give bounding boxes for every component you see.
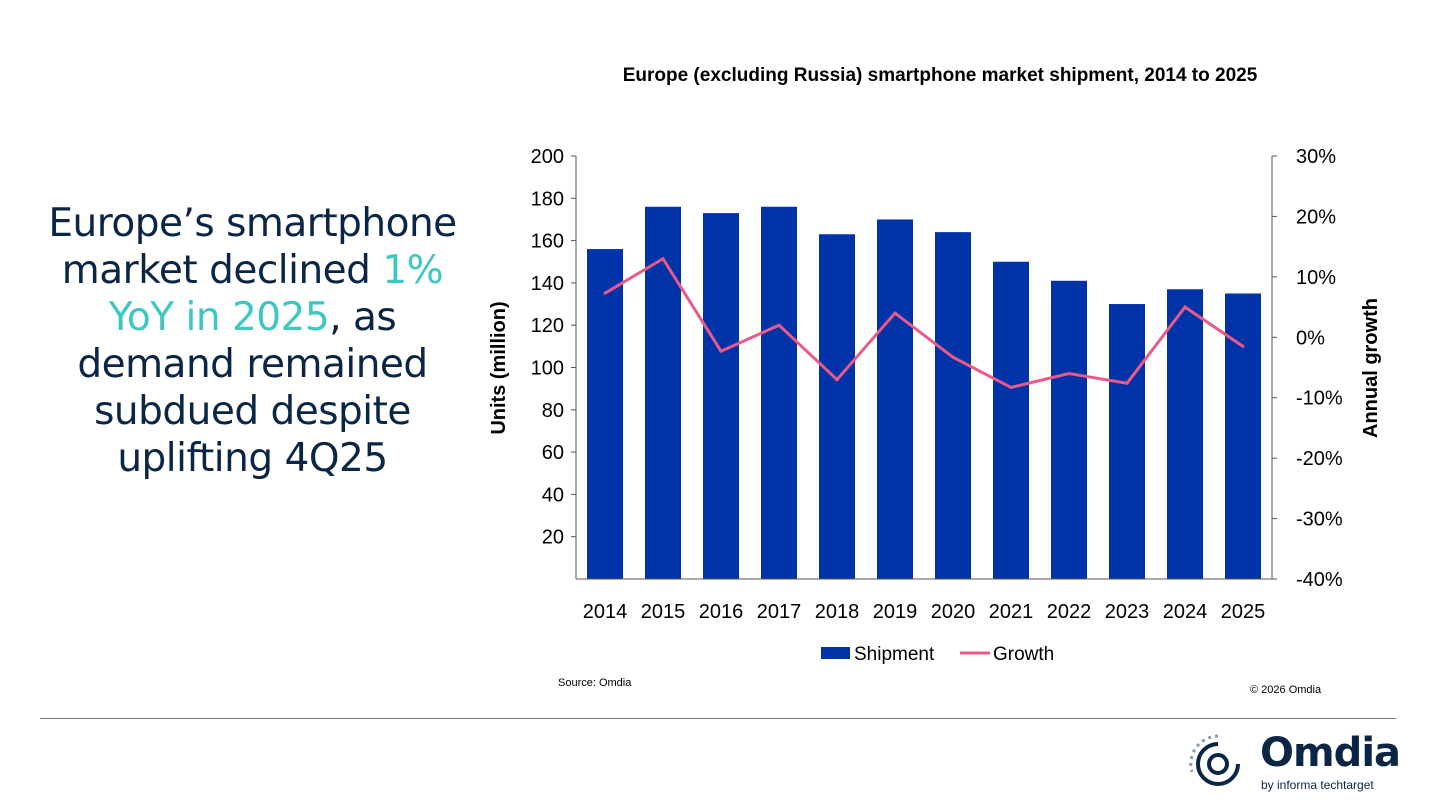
x-tick-label: 2015 [641,601,686,623]
chart: 20 40 60 80 100 120 140 160 180 200 -40% -30% -20% -1… [488,146,1382,665]
y2-tick-label: -20% [1296,448,1343,470]
y2-tick-label: -10% [1296,388,1343,410]
y-axis-label: Units (million) [488,301,510,434]
y2-tick-label: -40% [1296,569,1343,591]
chart-title: Europe (excluding Russia) smartphone mar… [622,65,1258,86]
y2-tick-label: -30% [1296,509,1343,531]
y2-axis-label: Annual growth [1360,298,1382,438]
y-tick-label: 180 [531,188,564,210]
bar-2017 [761,206,797,579]
x-tick-label: 2025 [1221,601,1266,623]
growth-point-2024 [1183,305,1187,309]
bar-2021 [993,261,1029,579]
growth-point-2016 [719,349,723,353]
y-tick-label: 20 [542,527,564,549]
growth-point-2015 [661,257,665,261]
divider [40,718,1396,719]
growth-point-2025 [1241,344,1245,348]
legend-shipment-swatch [821,647,850,659]
x-tick-label: 2016 [699,601,744,623]
logo-text: Omdia [1260,730,1401,776]
y2-tick-label: 10% [1296,267,1336,289]
x-tick-label: 2020 [931,601,976,623]
x-tick-label: 2024 [1163,601,1208,623]
logo-subtext: by informa techtarget [1261,778,1374,792]
y-tick-label: 40 [542,484,564,506]
growth-point-2019 [893,311,897,315]
copyright: © 2026 Omdia [1250,684,1322,696]
growth-point-2018 [835,378,839,382]
y-tick-label: 120 [531,315,564,337]
growth-line [604,256,1244,390]
bar-2019 [877,219,913,579]
bar-2015 [645,206,681,579]
x-tick-label: 2019 [873,601,918,623]
y2-tick-label: 30% [1296,146,1336,168]
x-tick-label: 2023 [1105,601,1150,623]
legend-growth-label: Growth [993,644,1054,665]
x-tick-label: 2017 [757,601,802,623]
y-tick-label: 160 [531,231,564,253]
growth-point-2020 [951,355,955,359]
x-tick-label: 2022 [1047,601,1092,623]
bar-2022 [1051,280,1087,579]
growth-point-2021 [1009,385,1013,389]
bar-2016 [703,213,739,580]
x-tick-label: 2021 [989,601,1034,623]
headline: Europe’s smartphone market declined 1% Y… [48,201,457,481]
omdia-logo-icon [1189,734,1240,786]
y-tick-label: 80 [542,400,564,422]
y2-tick-label: 0% [1296,327,1325,349]
growth-point-2023 [1125,381,1129,385]
x-tick-label: 2018 [815,601,860,623]
bar-2024 [1167,289,1203,579]
y-tick-label: 60 [542,442,564,464]
y-tick-label: 100 [531,358,564,380]
legend-shipment-label: Shipment [854,644,935,665]
bar-2018 [819,234,855,579]
y2-tick-label: 20% [1296,206,1336,228]
source: Source: Omdia [558,677,632,689]
bar-2025 [1225,293,1261,579]
growth-point-2017 [777,323,781,327]
growth-point-2014 [603,291,607,295]
bar-2020 [935,232,971,579]
y-tick-label: 200 [531,146,564,168]
y-tick-label: 140 [531,273,564,295]
bar-2023 [1109,304,1145,579]
growth-point-2022 [1067,372,1071,376]
bar-2014 [587,249,623,579]
x-tick-label: 2014 [583,601,628,623]
